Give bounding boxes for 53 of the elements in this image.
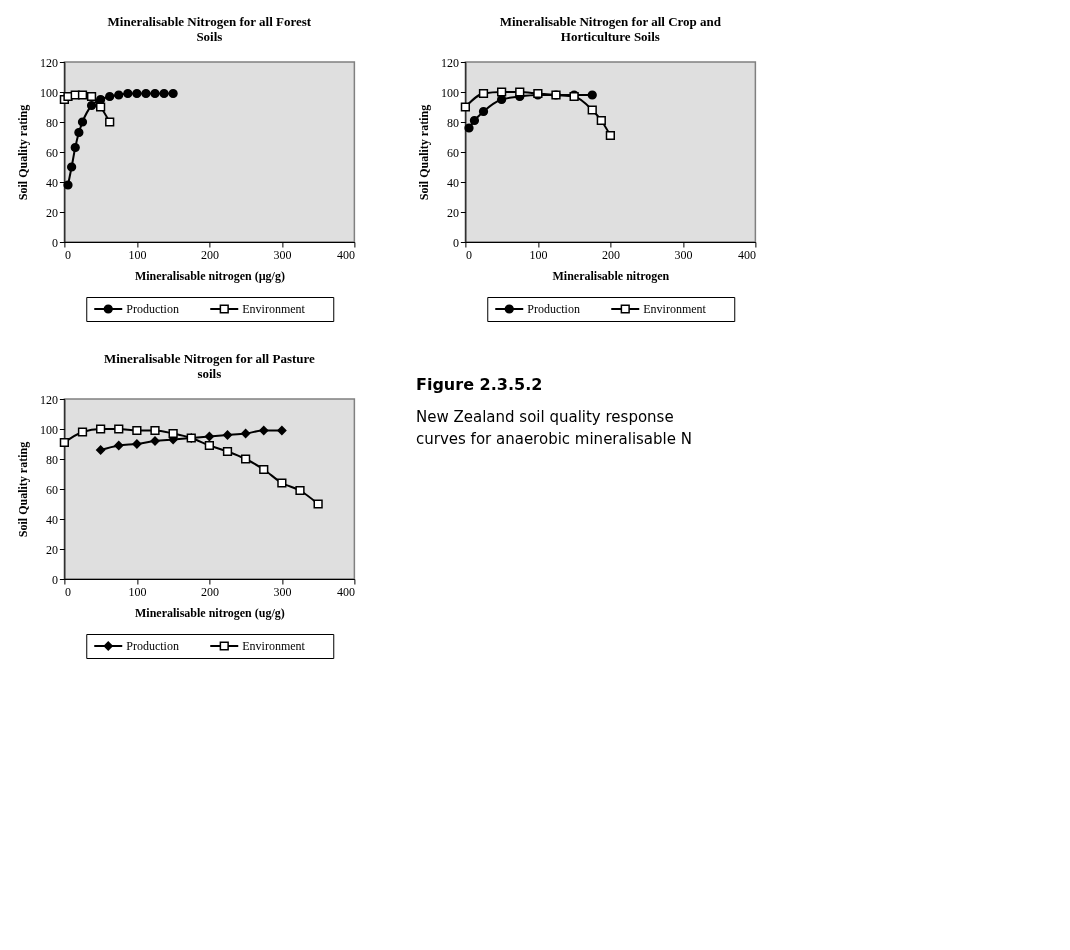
y-tick-label: 60 — [446, 145, 459, 160]
y-tick-label: 0 — [452, 235, 459, 250]
y-tick-label: 100 — [440, 85, 459, 100]
legend-label: Environment — [242, 302, 306, 316]
x-tick-label: 0 — [465, 247, 472, 262]
x-tick-label: 300 — [273, 247, 292, 262]
x-tick-label: 100 — [128, 584, 147, 599]
x-tick-label: 300 — [674, 247, 693, 262]
y-tick-label: 80 — [45, 115, 58, 130]
y-axis-title: Soil Quality rating — [15, 441, 30, 538]
y-tick-label: 20 — [45, 205, 58, 220]
legend-label: Environment — [242, 639, 306, 653]
y-tick-label: 40 — [45, 175, 58, 190]
y-axis-title: Soil Quality rating — [15, 104, 30, 201]
y-tick-label: 120 — [440, 55, 459, 70]
chart-title: Mineralisable Nitrogen for all Crop and Horticulture Soils — [499, 14, 722, 44]
y-tick-label: 120 — [39, 55, 58, 70]
x-tick-label: 400 — [336, 247, 355, 262]
x-axis-title: Mineralisable nitrogen (µg/g) — [134, 268, 285, 283]
x-tick-label: 100 — [128, 247, 147, 262]
x-tick-label: 400 — [737, 247, 756, 262]
x-axis-title: Mineralisable nitrogen — [552, 268, 670, 283]
x-tick-label: 300 — [273, 584, 292, 599]
y-tick-label: 0 — [51, 235, 58, 250]
chart-title: Mineralisable Nitrogen for all Pasture soils — [103, 351, 316, 381]
x-axis-title: Mineralisable nitrogen (ug/g) — [134, 605, 285, 620]
text: Figure 2.3.5.2 — [416, 375, 543, 394]
chart-title: Mineralisable Nitrogen for all Forest Soils — [107, 14, 312, 44]
x-tick-label: 200 — [200, 584, 219, 599]
y-tick-label: 80 — [446, 115, 459, 130]
x-tick-label: 100 — [529, 247, 548, 262]
y-tick-label: 20 — [45, 542, 58, 557]
x-tick-label: 400 — [336, 584, 355, 599]
y-tick-label: 60 — [45, 482, 58, 497]
y-tick-label: 40 — [45, 512, 58, 527]
y-tick-label: 20 — [446, 205, 459, 220]
y-tick-label: 80 — [45, 452, 58, 467]
text: New Zealand soil quality response curves for anaerobic mineralisable N — [416, 408, 692, 448]
y-tick-label: 40 — [446, 175, 459, 190]
x-tick-label: 200 — [200, 247, 219, 262]
legend-label: Production — [126, 302, 179, 316]
y-axis-title: Soil Quality rating — [416, 104, 431, 201]
y-tick-label: 0 — [51, 572, 58, 587]
y-tick-label: 100 — [39, 85, 58, 100]
y-tick-label: 60 — [45, 145, 58, 160]
x-tick-label: 0 — [64, 247, 71, 262]
x-tick-label: 200 — [601, 247, 620, 262]
y-tick-label: 120 — [39, 392, 58, 407]
legend-label: Environment — [643, 302, 707, 316]
legend-label: Production — [126, 639, 179, 653]
x-tick-label: 0 — [64, 584, 71, 599]
legend-label: Production — [527, 302, 580, 316]
y-tick-label: 100 — [39, 422, 58, 437]
